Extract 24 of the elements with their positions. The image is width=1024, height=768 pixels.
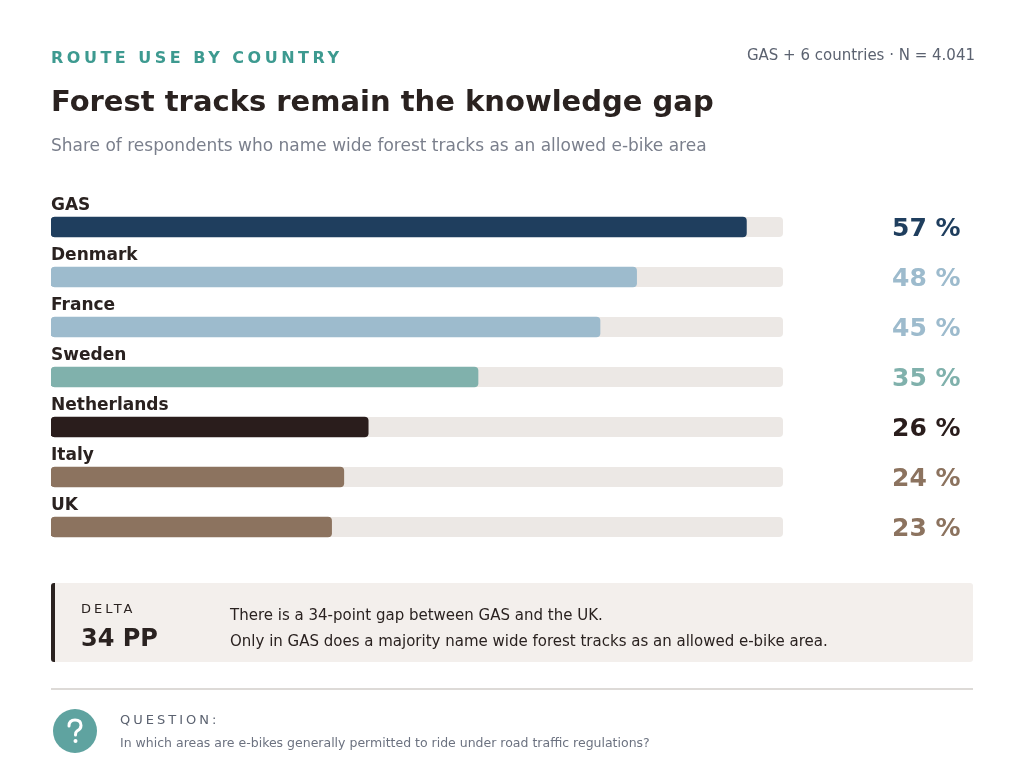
- data-label: 48 %: [892, 262, 961, 292]
- text: In which areas are e-bikes generally permitted to ride under road traffic regulations?: [120, 735, 650, 750]
- y-tick-label: UK: [51, 494, 79, 514]
- y-tick-label: Netherlands: [51, 394, 169, 414]
- text: QUESTION:: [120, 712, 220, 727]
- text: There is a 34-point gap between GAS and the UK.: [230, 606, 603, 624]
- data-label: 26 %: [892, 412, 961, 442]
- text: 34 PP: [81, 624, 158, 652]
- y-tick-label: Denmark: [51, 244, 139, 264]
- y-tick-label: Sweden: [51, 344, 127, 364]
- data-label: 24 %: [892, 462, 961, 492]
- y-tick-label: France: [51, 294, 116, 314]
- text: DELTA: [81, 601, 136, 616]
- y-tick-label: GAS: [51, 194, 91, 214]
- text: ROUTE USE BY COUNTRY: [51, 48, 343, 67]
- chart-subtitle: Share of respondents who name wide forest tracks as an allowed e-bike area: [51, 135, 707, 155]
- text: Only in GAS does a majority name wide forest tracks as an allowed e-bike area.: [230, 632, 828, 650]
- chart-title: Forest tracks remain the knowledge gap: [51, 84, 714, 118]
- y-tick-label: Italy: [51, 444, 94, 464]
- data-label: 35 %: [892, 362, 961, 392]
- data-label: 45 %: [892, 312, 961, 342]
- data-label: 23 %: [892, 512, 961, 542]
- text: GAS + 6 countries · N = 4.041: [745, 46, 975, 64]
- data-label: 57 %: [892, 212, 961, 242]
